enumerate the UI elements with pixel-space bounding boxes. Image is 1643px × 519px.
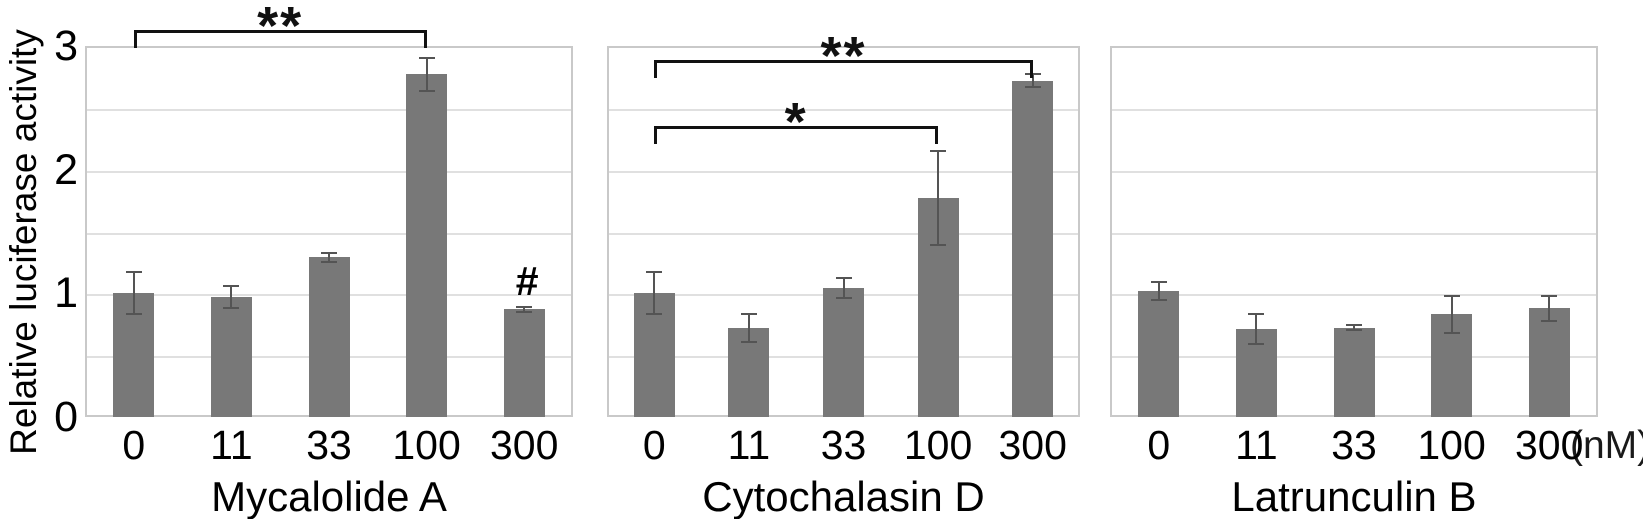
error-bar-cap-top <box>321 251 337 254</box>
bar <box>728 327 770 417</box>
x-tick-label: 0 <box>122 422 146 468</box>
error-bar-cap-bottom <box>1541 319 1558 322</box>
error-bar-line <box>328 252 330 263</box>
y-tick-label: 3 <box>54 22 78 70</box>
bar <box>1528 308 1570 417</box>
error-bar-cap-bottom <box>223 307 240 310</box>
y-tick-label: 1 <box>54 269 78 318</box>
significance-bracket <box>654 126 939 145</box>
x-tick-label: 300 <box>1514 422 1584 468</box>
error-bar-line <box>523 306 526 312</box>
x-tick-label: 33 <box>306 422 352 468</box>
error-bar-cap-bottom <box>516 310 533 313</box>
bar <box>308 257 350 417</box>
error-bar-line <box>425 58 428 91</box>
bar <box>210 297 252 417</box>
panel-title: Cytochalasin D <box>702 473 985 519</box>
x-tick-label: 300 <box>489 422 559 468</box>
error-bar-cap-top <box>1150 281 1167 284</box>
gridline <box>609 109 1078 111</box>
error-bar-cap-top <box>646 271 663 274</box>
error-bar-cap-top <box>1024 73 1041 76</box>
gridline <box>609 233 1078 235</box>
error-bar-line <box>1353 325 1355 331</box>
error-bar-cap-top <box>1541 294 1558 297</box>
significance-label: * <box>784 92 808 153</box>
error-bar-line <box>842 278 845 299</box>
x-axis-unit-label: (nM) <box>1570 424 1643 467</box>
x-tick-label: 300 <box>998 422 1067 468</box>
x-tick-label: 100 <box>1417 422 1486 468</box>
error-bar-line <box>1031 74 1034 87</box>
x-tick-label: 11 <box>210 422 253 468</box>
error-bar-line <box>937 151 940 246</box>
panel-title: Latrunculin B <box>1231 473 1477 519</box>
gridline <box>609 171 1078 173</box>
bar <box>503 309 545 417</box>
bar <box>1138 290 1180 417</box>
error-bar-cap-bottom <box>418 89 435 92</box>
y-tick-label: 0 <box>54 393 78 441</box>
error-bar-cap-bottom <box>740 340 757 343</box>
x-tick-label: 11 <box>727 422 771 468</box>
x-tick-label: 0 <box>642 422 666 468</box>
x-tick-label: 100 <box>903 422 973 468</box>
error-bar-cap-top <box>223 284 240 287</box>
x-tick-label: 33 <box>820 422 867 468</box>
error-bar-cap-top <box>1346 324 1362 327</box>
gridline <box>87 171 571 173</box>
error-bar-line <box>1157 282 1160 300</box>
error-bar-cap-bottom <box>646 313 663 316</box>
error-bar-cap-top <box>1248 313 1265 316</box>
error-bar-cap-top <box>740 313 757 316</box>
error-bar-line <box>1548 295 1551 321</box>
error-bar-line <box>653 272 656 315</box>
gridline <box>1112 294 1596 296</box>
gridline <box>1112 233 1596 235</box>
error-bar-line <box>1255 314 1258 345</box>
gridline <box>87 109 571 111</box>
bar <box>823 288 864 417</box>
bar <box>1012 80 1054 417</box>
error-bar-cap-bottom <box>835 297 852 300</box>
error-bar-cap-top <box>516 305 533 308</box>
error-bar-cap-top <box>1443 294 1460 297</box>
error-bar-line <box>132 272 135 315</box>
error-bar-cap-top <box>125 271 142 274</box>
significance-label: ** <box>820 25 867 86</box>
error-bar-cap-bottom <box>930 244 947 247</box>
significance-label: ** <box>257 0 304 56</box>
error-bar-cap-bottom <box>1150 298 1167 301</box>
x-tick-label: 11 <box>1235 422 1278 468</box>
y-tick-label: 2 <box>54 145 78 194</box>
error-bar-cap-bottom <box>1024 85 1041 88</box>
x-tick-label: 0 <box>1147 422 1171 468</box>
panel-title: Mycalolide A <box>211 473 447 519</box>
error-bar-line <box>1450 295 1453 333</box>
error-bar-cap-top <box>930 150 947 153</box>
gridline <box>1112 109 1596 111</box>
bar <box>1333 327 1375 417</box>
error-bar-line <box>747 314 750 342</box>
error-bar-cap-bottom <box>1248 343 1265 346</box>
error-bar-cap-bottom <box>1443 331 1460 334</box>
significance-bracket <box>133 29 427 48</box>
gridline <box>1112 171 1596 173</box>
gridline <box>87 233 571 235</box>
error-bar-cap-top <box>418 57 435 60</box>
error-bar-line <box>230 285 233 309</box>
error-bar-cap-top <box>835 277 852 280</box>
error-bar-cap-bottom <box>125 313 142 316</box>
bar <box>406 74 448 417</box>
error-bar-cap-bottom <box>1346 329 1362 332</box>
x-tick-label: 100 <box>392 422 461 468</box>
error-bar-cap-bottom <box>321 261 337 264</box>
significance-bracket <box>654 59 1033 78</box>
hash-annotation: # <box>515 257 539 304</box>
x-tick-label: 33 <box>1331 422 1377 468</box>
